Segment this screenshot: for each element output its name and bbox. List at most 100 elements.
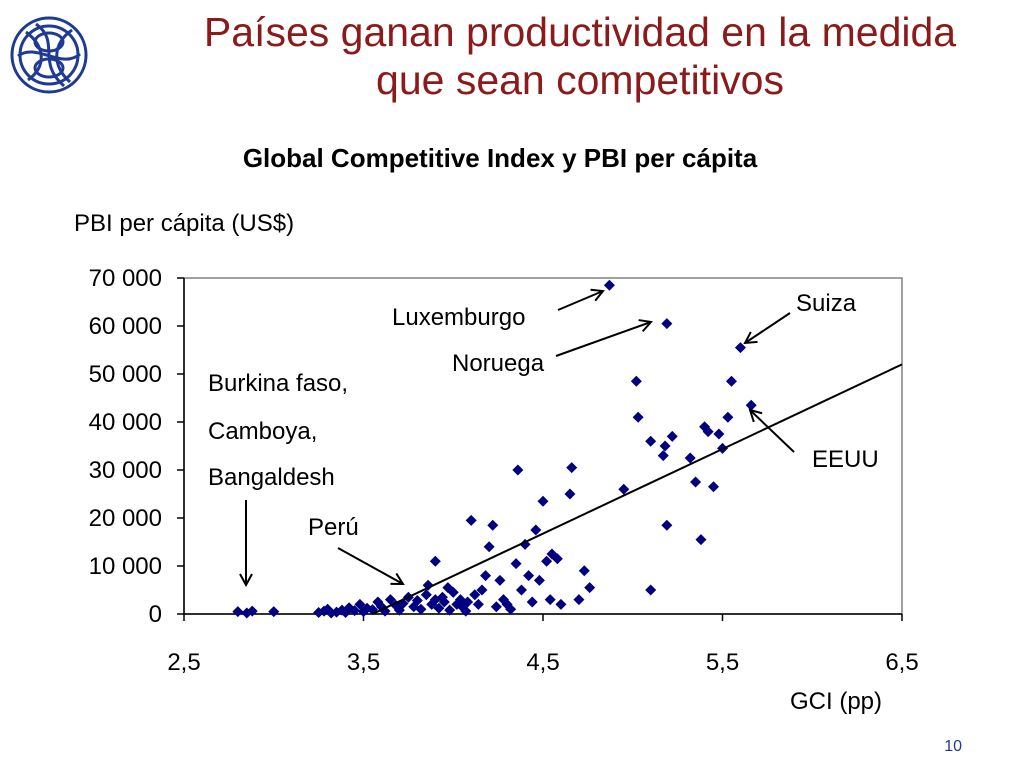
data-point [725,375,737,387]
data-point [433,602,445,614]
data-point [510,558,522,570]
annotation-camboya: Camboya, [208,418,318,445]
chart-title: Global Competitive Index y PBI per cápit… [242,143,758,173]
arrow-peru [337,547,403,584]
y-tick-label: 60 000 [89,313,162,340]
data-point [246,605,258,617]
y-tick-label: 70 000 [89,265,162,292]
arrow-luxemburgo [557,291,603,311]
data-point [232,606,244,618]
data-point [429,555,441,567]
slide-title-line-1: Países ganan productividad en la medida [203,9,957,55]
data-point [541,555,553,567]
data-point [438,596,450,608]
data-point [578,565,590,577]
data-point [734,342,746,354]
arrow-suiza [745,312,791,343]
data-point [551,553,563,565]
data-point [661,519,673,531]
data-point [544,594,556,606]
data-point [469,589,481,601]
arrow-noruega [555,322,651,357]
data-point [268,606,280,618]
data-point [530,524,542,536]
data-point [415,603,427,615]
data-point [420,589,432,601]
data-point [476,584,488,596]
annotation-eeuu: EEUU [812,446,879,473]
data-point [632,411,644,423]
annotation-luxemburgo: Luxemburgo [392,304,526,331]
data-point [349,605,361,617]
data-point [722,411,734,423]
data-point [533,574,545,586]
data-point [702,426,714,438]
data-point [690,476,702,488]
data-point [465,514,477,526]
data-point [645,584,657,596]
data-point [584,582,596,594]
data-point [537,495,549,507]
data-point [505,603,517,615]
data-point [645,435,657,447]
annotation-burkina: Burkina faso, [208,370,349,397]
y-tick-label: 0 [149,601,162,628]
x-tick-label: 2,5 [167,649,200,676]
plot-area-frame [183,277,903,615]
slide-title-line-2: que sean competitivos [376,57,784,103]
page-number: 10 [944,738,962,755]
data-point [384,594,396,606]
annotation-peru: Perú [308,514,359,541]
data-point [555,598,567,610]
x-tick-label: 4,5 [526,649,559,676]
x-tick-label: 3,5 [347,649,380,676]
data-point [526,596,538,608]
data-point [487,519,499,531]
data-point [523,570,535,582]
slide-title: Países ganan productividad en la medida … [150,8,1010,104]
data-point [460,605,472,617]
data-point [472,598,484,610]
data-point [447,586,459,598]
data-point [494,574,506,586]
data-point [515,584,527,596]
data-point [564,488,576,500]
data-point [745,399,757,411]
data-point [659,440,671,452]
annotation-noruega: Noruega [452,350,545,377]
data-point [462,596,474,608]
data-point [444,604,456,616]
data-point [422,579,434,591]
annotation-suiza: Suiza [796,290,857,317]
data-point [666,430,678,442]
data-point [684,452,696,464]
data-point [695,534,707,546]
bank-monogram-logo-icon [10,16,88,94]
x-tick-label: 5,5 [706,649,739,676]
data-point [657,450,669,462]
data-point [490,601,502,613]
trend-line [372,363,903,615]
data-point [411,595,423,607]
data-point [483,541,495,553]
x-axis-label: GCI (pp) [790,688,883,715]
x-tick-label: 6,5 [885,649,918,676]
y-axis-label: PBI per cápita (US$) [74,210,295,237]
arrow-eeuu [750,410,795,453]
y-tick-label: 50 000 [89,361,162,388]
y-tick-label: 30 000 [89,457,162,484]
data-point [566,462,578,474]
y-tick-label: 20 000 [89,505,162,532]
data-point [661,318,673,330]
annotation-bangaldesh: Bangaldesh [208,464,335,491]
y-tick-label: 40 000 [89,409,162,436]
data-point [713,428,725,440]
data-point [618,483,630,495]
data-point [630,375,642,387]
data-point [512,464,524,476]
y-tick-label: 10 000 [89,553,162,580]
data-point [480,570,492,582]
data-point [573,594,585,606]
data-point [603,279,615,291]
